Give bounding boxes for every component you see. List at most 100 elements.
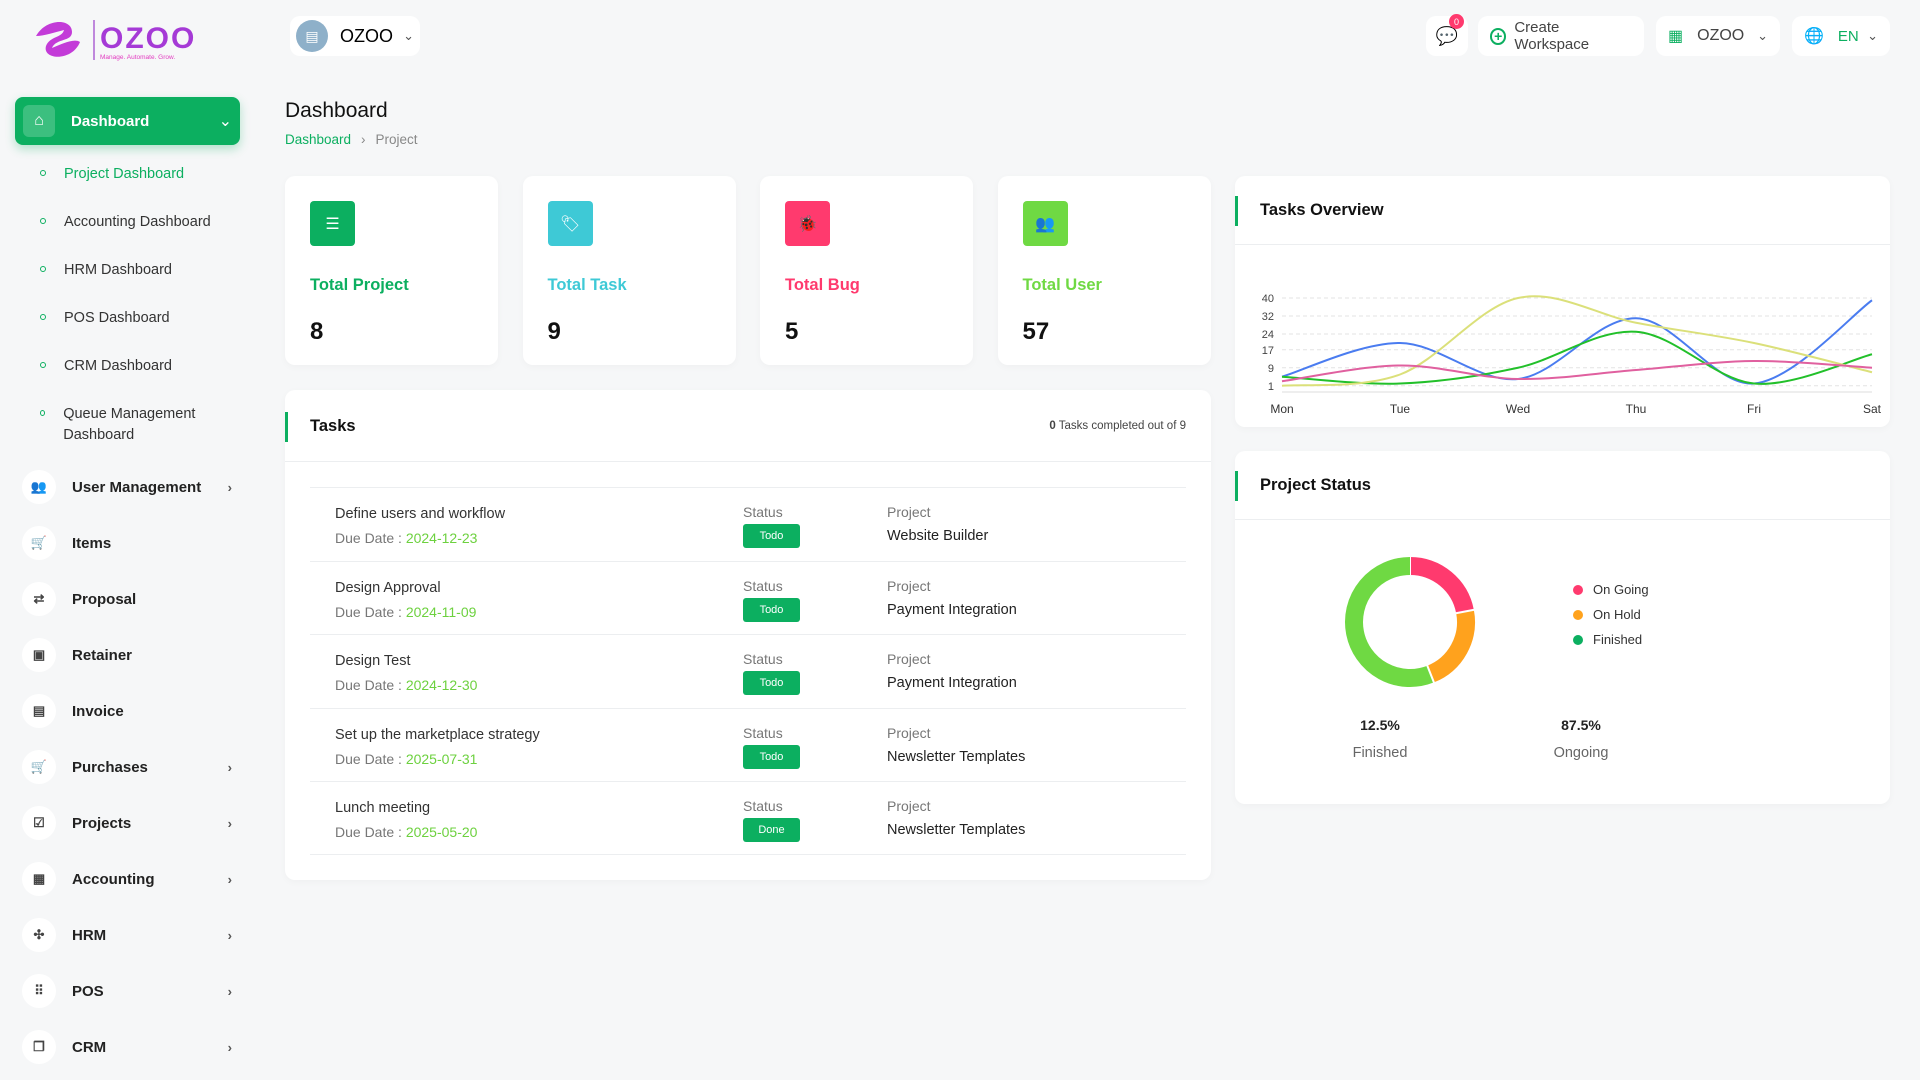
sidebar-item[interactable]: 🛒 Items: [22, 525, 232, 561]
status-badge: Todo: [743, 744, 800, 769]
sidebar-item[interactable]: 👥 User Management ›: [22, 469, 232, 505]
sidebar-item[interactable]: 🛒 Purchases ›: [22, 749, 232, 785]
series-line-1: [1281, 330, 1873, 385]
donut-slice-finished[interactable]: [1345, 557, 1434, 687]
chevron-right-icon: ›: [227, 759, 232, 775]
plus-circle-icon: +: [1490, 27, 1507, 45]
task-row[interactable]: Lunch meeting Due Date : 2025-05-20 Status…: [310, 781, 1186, 856]
retainer-icon: ▣: [22, 638, 56, 672]
status-badge: Todo: [743, 597, 800, 622]
sidebar-item[interactable]: ⠿ POS ›: [22, 973, 232, 1009]
x-tick-label: Sat: [1863, 402, 1882, 416]
y-tick-label: 1: [1268, 381, 1274, 393]
language-selector[interactable]: 🌐 EN ⌄: [1792, 16, 1890, 56]
sidebar-subitem[interactable]: Project Dashboard: [40, 164, 230, 185]
legend-item[interactable]: Finished: [1573, 632, 1649, 647]
breadcrumb-dashboard[interactable]: Dashboard: [285, 132, 352, 147]
stat-card: 👥 Total User 57: [997, 176, 1211, 365]
x-tick-label: Tue: [1390, 402, 1411, 416]
y-tick-label: 24: [1262, 329, 1274, 341]
chevron-right-icon: ›: [227, 871, 232, 887]
globe-icon: 🌐: [1804, 28, 1824, 45]
task-row[interactable]: Design Test Due Date : 2024-12-30 Status To…: [310, 634, 1186, 708]
checkbox-icon: ☑: [22, 806, 56, 840]
sidebar-subitem[interactable]: Accounting Dashboard: [40, 212, 230, 233]
stat-ongoing: 87.5% Ongoing: [1553, 717, 1609, 761]
slice-separator: [1454, 608, 1476, 615]
sidebar-item[interactable]: ⇄ Proposal: [22, 581, 232, 617]
sidebar-item[interactable]: ✣ HRM ›: [22, 917, 232, 953]
svg-text:Manage. Automate. Grow.: Manage. Automate. Grow.: [100, 54, 175, 61]
y-tick-label: 40: [1262, 293, 1274, 305]
ozoo-logo[interactable]: OZOO Manage. Automate. Grow.: [32, 14, 202, 64]
users-icon: 👥: [22, 470, 56, 504]
legend-item[interactable]: On Hold: [1573, 607, 1649, 622]
sidebar-item-dashboard[interactable]: ⌂ Dashboard ⌄: [15, 97, 240, 145]
series-line-0: [1281, 299, 1873, 385]
bullet-icon: [40, 314, 46, 320]
sidebar-item[interactable]: ☑ Projects ›: [22, 805, 232, 841]
legend-dot: [1573, 634, 1583, 645]
task-row[interactable]: Design Approval Due Date : 2024-11-09 Stat…: [310, 560, 1186, 635]
chevron-right-icon: ›: [227, 983, 232, 999]
slice-separator: [1426, 664, 1436, 684]
sidebar-item[interactable]: ▣ Retainer: [22, 637, 232, 673]
hrm-icon: ✣: [22, 918, 56, 952]
cart-icon: 🛒: [22, 750, 56, 784]
bullet-icon: [40, 266, 46, 272]
project-status-title: Project Status: [1260, 476, 1371, 494]
workspace-selector[interactable]: ▤ OZOO ⌄: [290, 16, 420, 56]
donut-slice-on-hold[interactable]: [1426, 609, 1475, 683]
y-tick-label: 9: [1268, 363, 1274, 375]
create-workspace-button[interactable]: + Create Workspace: [1478, 16, 1644, 56]
stat-finished: 12.5% Finished: [1352, 717, 1408, 761]
donut-slice-on-going[interactable]: [1409, 557, 1474, 614]
chevron-right-icon: ›: [227, 479, 232, 495]
breadcrumb-project: Project: [375, 132, 418, 147]
dots-grid-icon: ⠿: [22, 974, 56, 1008]
legend-item[interactable]: On Going: [1573, 582, 1649, 597]
tasks-summary: 0 Tasks completed out of 9: [1049, 420, 1186, 432]
chevron-down-icon: ⌄: [1757, 28, 1768, 43]
tasks-overview-chart: 1 9 17 24 32 40 Mon Tue Wed Thu Fri Sat: [1262, 293, 1882, 416]
users-icon: 👥: [1022, 201, 1068, 246]
sidebar-subitem[interactable]: POS Dashboard: [40, 308, 230, 329]
list-check-icon: ☰: [310, 201, 355, 246]
invoice-icon: ▤: [22, 694, 56, 728]
cart-icon: 🛒: [22, 526, 56, 560]
stat-card: 🏷 Total Task 9: [522, 176, 736, 365]
chevron-right-icon: ›: [227, 1039, 232, 1055]
chevron-down-icon: ⌄: [218, 113, 232, 130]
company-selector[interactable]: ▦ OZOO ⌄: [1656, 16, 1780, 56]
legend-dot: [1573, 609, 1583, 620]
crm-icon: ❐: [22, 1030, 56, 1064]
tasks-title: Tasks: [310, 417, 356, 435]
task-row[interactable]: Set up the marketplace strategy Due Date …: [310, 707, 1186, 782]
chevron-down-icon: ⌄: [403, 28, 414, 43]
donut-legend: On Going On Hold Finished: [1573, 582, 1649, 657]
bullet-icon: [40, 170, 46, 176]
x-tick-label: Fri: [1747, 402, 1761, 416]
tasks-overview-title: Tasks Overview: [1260, 201, 1384, 219]
proposal-icon: ⇄: [22, 582, 56, 616]
status-badge: Done: [743, 818, 800, 843]
sidebar: OZOO Manage. Automate. Grow. ⌂ Dashboard…: [0, 0, 250, 1080]
sidebar-subitem[interactable]: Queue Management Dashboard: [40, 404, 230, 446]
sidebar-subitem[interactable]: HRM Dashboard: [40, 260, 230, 281]
stat-card: 🐞 Total Bug 5: [760, 176, 973, 365]
tag-icon: 🏷: [547, 201, 593, 246]
sidebar-subitem[interactable]: CRM Dashboard: [40, 356, 230, 377]
sidebar-item[interactable]: ▤ Invoice: [22, 693, 232, 729]
sidebar-item[interactable]: ▦ Accounting ›: [22, 861, 232, 897]
notification-badge: 0: [1449, 14, 1464, 29]
messages-button[interactable]: 💬 0: [1426, 14, 1468, 56]
chevron-right-icon: ›: [227, 927, 232, 943]
x-tick-label: Thu: [1626, 402, 1647, 416]
x-tick-label: Mon: [1270, 402, 1293, 416]
task-row[interactable]: Define users and workflow Due Date : 2024…: [310, 487, 1186, 561]
project-status-panel: Project Status On Going On Hold Finished 1…: [1235, 451, 1890, 804]
project-status-donut: [1345, 556, 1476, 687]
sidebar-item[interactable]: ❐ CRM ›: [22, 1029, 232, 1065]
apps-icon: ▦: [1668, 28, 1684, 45]
chevron-right-icon: ›: [361, 132, 366, 147]
